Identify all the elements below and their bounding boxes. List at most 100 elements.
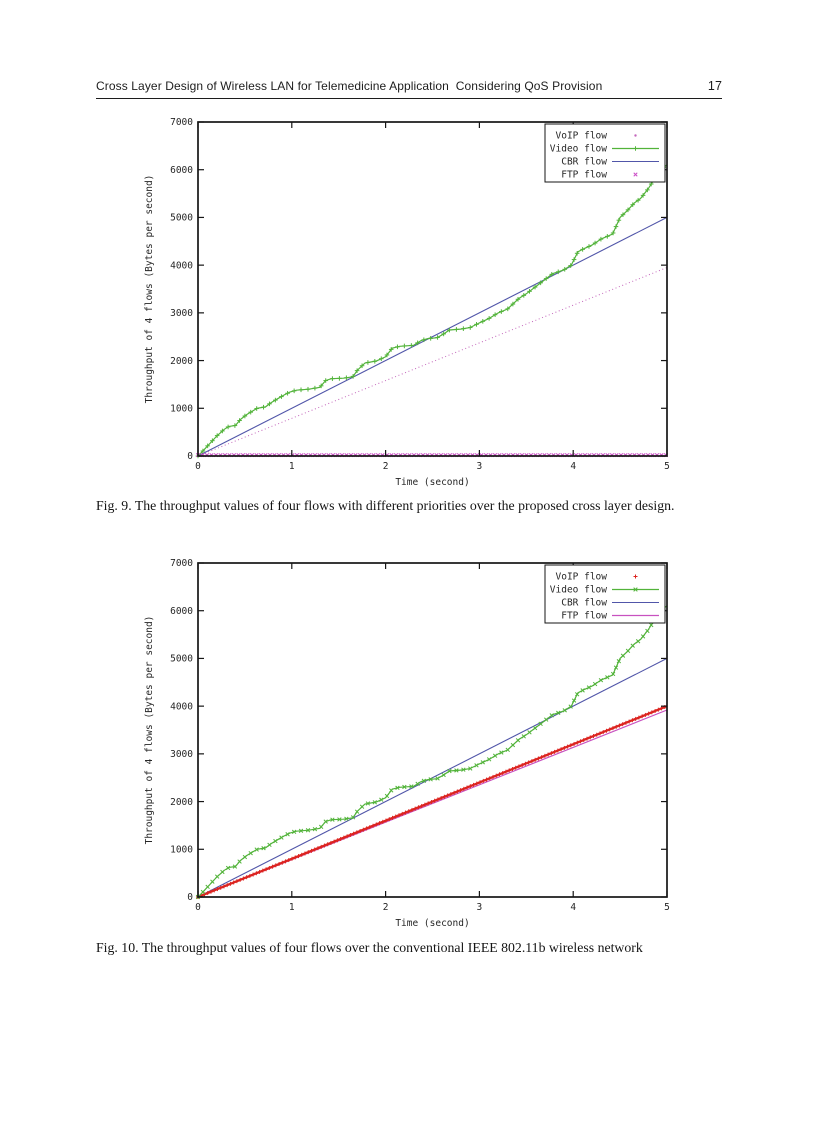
y-tick-label: 1000	[170, 403, 193, 414]
page-number: 17	[707, 79, 722, 93]
data-point-marker	[389, 788, 394, 793]
y-tick-label: 3000	[170, 749, 193, 760]
data-point-marker	[538, 721, 543, 727]
data-point-marker	[312, 826, 318, 832]
data-point-marker	[499, 750, 504, 755]
y-tick-label: 7000	[170, 558, 193, 569]
data-point-marker	[350, 815, 356, 820]
data-point-marker	[441, 772, 446, 778]
data-point-marker	[562, 708, 567, 713]
data-point-marker	[527, 730, 532, 735]
data-point-marker	[474, 763, 479, 768]
x-tick-label: 4	[570, 461, 576, 472]
y-tick-label: 5000	[170, 213, 193, 224]
series-voip-flow	[196, 705, 668, 899]
data-point-marker	[486, 757, 492, 762]
data-point-marker	[447, 768, 452, 774]
legend-box	[544, 123, 666, 183]
y-tick-label: 6000	[170, 606, 193, 617]
data-point-marker	[214, 874, 220, 879]
x-tick-label: 2	[383, 902, 389, 913]
data-point-marker	[521, 734, 526, 739]
series-voip-flow	[197, 267, 668, 457]
legend-row-ftp-flow: FTP flow	[561, 611, 659, 622]
data-point-marker	[649, 622, 654, 628]
y-tick-label: 2000	[170, 356, 193, 367]
y-tick-label: 3000	[170, 308, 193, 319]
data-point-marker	[505, 747, 510, 753]
chart-line	[197, 164, 668, 457]
y-tick-label: 0	[187, 451, 193, 462]
fig9-chart: 0 1 2 3 4 5 0 1000 2000 3000 4000 5000 6000 7000 Time …	[140, 106, 685, 498]
data-point-marker	[543, 717, 549, 722]
data-point-marker	[515, 738, 521, 743]
data-point-marker	[200, 889, 206, 895]
legend-row-video-flow: Video flow	[550, 585, 659, 596]
data-point-marker	[480, 760, 485, 765]
legend-label: CBR flow	[561, 157, 607, 168]
x-tick-label: 5	[664, 902, 670, 913]
plot-series	[195, 164, 669, 459]
data-point-marker	[344, 816, 349, 821]
data-point-marker	[337, 817, 342, 822]
legend-label: Video flow	[550, 585, 607, 596]
data-point-marker	[220, 869, 225, 875]
legend-box	[544, 564, 666, 624]
chart-line	[197, 605, 668, 898]
data-point-marker	[232, 864, 238, 869]
data-point-marker	[635, 639, 641, 644]
legend-label: CBR flow	[561, 598, 607, 609]
legend-row-voip-flow: VoIP flow	[556, 572, 638, 583]
data-point-marker	[330, 817, 335, 822]
y-tick-label: 7000	[170, 117, 193, 128]
data-point-marker	[592, 681, 598, 687]
legend-label: FTP flow	[561, 611, 607, 622]
x-tick-label: 5	[664, 461, 670, 472]
data-point-marker	[372, 800, 378, 805]
data-point-marker	[402, 784, 407, 790]
legend-row-cbr-flow: CBR flow	[561, 157, 659, 168]
series-cbr-flow	[197, 216, 668, 457]
data-point-marker	[510, 742, 516, 748]
chart-legend: VoIP flow Video flow CBR flow FTP flow	[544, 564, 666, 624]
x-tick-label: 3	[477, 461, 483, 472]
data-point-marker	[354, 809, 360, 814]
legend-label: VoIP flow	[556, 131, 608, 142]
legend-row-video-flow: Video flow	[550, 144, 659, 155]
data-point-marker	[273, 838, 278, 844]
data-point-marker	[549, 713, 554, 718]
legend-sample-marker	[633, 172, 638, 177]
legend-label: Video flow	[550, 144, 607, 155]
y-tick-label: 0	[187, 892, 193, 903]
data-point-marker	[379, 797, 384, 802]
data-point-marker	[613, 665, 619, 670]
data-point-marker	[571, 698, 577, 703]
data-point-marker	[285, 832, 290, 837]
fig10-caption: Fig. 10. The throughput values of four f…	[96, 940, 643, 955]
data-point-marker	[261, 846, 266, 851]
data-point-marker	[598, 677, 604, 683]
data-point-marker	[225, 865, 231, 871]
data-point-marker	[605, 675, 610, 680]
x-tick-label: 4	[570, 902, 576, 913]
y-tick-label: 1000	[170, 844, 193, 855]
data-point-marker	[210, 879, 215, 884]
x-tick-label: 3	[477, 902, 483, 913]
fig9-throughput-chart-svg: 0 1 2 3 4 5 0 1000 2000 3000 4000 5000 6000 7000 Time …	[144, 117, 670, 488]
plot-border	[197, 121, 668, 457]
data-point-marker	[574, 692, 580, 697]
y-tick-label: 2000	[170, 797, 193, 808]
series-video-flow	[195, 605, 668, 900]
x-tick-label: 0	[195, 902, 201, 913]
data-point-marker	[279, 835, 284, 840]
y-axis-label: Throughput of 4 flows (Bytes per second)	[144, 616, 155, 845]
chart-line	[197, 267, 668, 457]
chart-legend: VoIP flow Video flow CBR flow FTP flow	[544, 123, 666, 183]
y-tick-label: 5000	[170, 654, 193, 665]
data-point-marker	[298, 828, 304, 833]
data-point-marker	[318, 824, 324, 830]
data-point-marker	[359, 804, 365, 809]
data-point-marker	[468, 766, 473, 771]
data-point-marker	[323, 819, 328, 824]
data-point-marker	[365, 801, 371, 806]
